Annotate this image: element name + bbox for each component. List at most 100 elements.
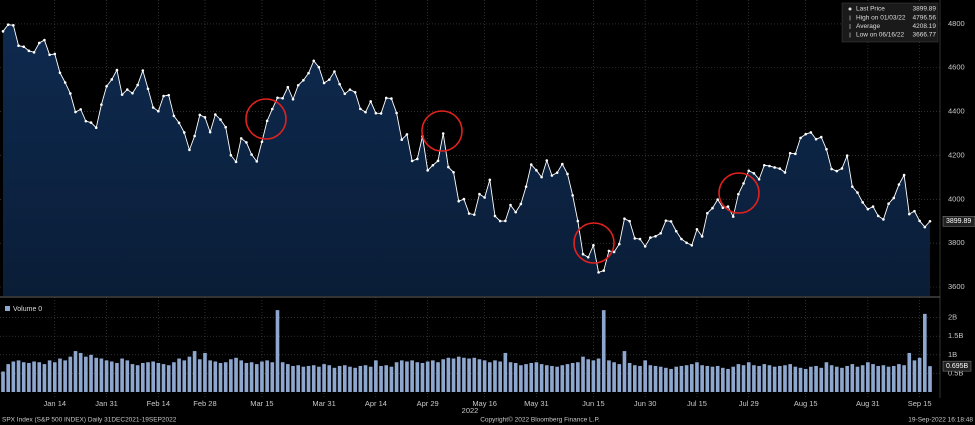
price-point <box>907 212 911 216</box>
x-tick-label: Jul 15 <box>687 399 707 408</box>
volume-bar <box>436 362 440 392</box>
volume-bar <box>197 359 202 392</box>
price-point <box>467 212 471 215</box>
price-point <box>478 192 481 196</box>
price-point <box>571 194 574 197</box>
volume-bar <box>89 354 93 392</box>
volume-bar <box>576 362 580 392</box>
volume-bar <box>607 360 611 392</box>
volume-bar <box>42 364 47 392</box>
price-point <box>369 100 372 103</box>
price-point <box>452 170 455 174</box>
footer-left: SPX Index (S&P 500 INDEX) Daily 31DEC202… <box>2 417 177 424</box>
price-point <box>649 236 652 239</box>
price-point <box>825 147 828 151</box>
price-point <box>592 244 595 247</box>
price-point <box>229 153 233 157</box>
volume-bar <box>472 357 477 392</box>
volume-bar <box>917 357 922 392</box>
price-point <box>851 185 854 188</box>
volume-bar <box>192 351 197 392</box>
y-tick-label: 4600 <box>948 63 965 72</box>
annotation-circle <box>421 110 463 152</box>
price-point <box>835 169 839 173</box>
y-tick-label: 0.5B <box>948 368 963 377</box>
volume-bar <box>317 366 321 392</box>
price-point <box>721 206 725 210</box>
volume-bar <box>208 360 212 392</box>
price-point <box>524 185 528 188</box>
price-point <box>695 228 699 231</box>
volume-bar <box>923 313 927 392</box>
volume-bar <box>860 365 865 392</box>
price-point <box>643 245 647 248</box>
price-point <box>700 235 704 238</box>
price-point <box>788 151 792 155</box>
price-point <box>706 211 709 215</box>
volume-bar <box>52 362 57 392</box>
price-point <box>504 219 507 223</box>
volume-bar <box>78 352 83 392</box>
volume-bar <box>778 365 782 392</box>
price-point <box>581 252 585 256</box>
x-tick-label: Jun 30 <box>634 399 657 408</box>
price-point <box>716 198 719 201</box>
price-point <box>120 93 124 96</box>
volume-bar <box>767 365 772 392</box>
volume-bar <box>591 360 596 392</box>
price-point <box>348 88 352 91</box>
volume-bar <box>306 365 311 392</box>
volume-bar <box>120 358 124 392</box>
price-point <box>214 113 217 116</box>
volume-bar <box>477 359 482 392</box>
volume-bar <box>260 361 264 392</box>
legend-label: Average <box>856 23 880 30</box>
volume-bar <box>912 360 917 392</box>
volume-bar <box>855 366 860 392</box>
footer-center: Copyright© 2022 Bloomberg Finance L.P. <box>480 416 600 424</box>
price-point <box>94 126 98 130</box>
price-point <box>519 202 523 206</box>
volume-bar <box>27 362 31 392</box>
volume-bar <box>363 365 368 392</box>
volume-bar <box>16 360 21 392</box>
price-point <box>203 116 207 119</box>
price-point <box>654 234 657 238</box>
legend-label: Last Price <box>856 6 885 13</box>
legend-label: Volume 0 <box>13 306 42 313</box>
price-point <box>276 96 279 100</box>
price-point <box>37 41 41 45</box>
price-point <box>125 88 129 91</box>
price-point <box>245 141 248 144</box>
volume-bar <box>643 360 647 392</box>
legend-label: High on 01/03/22 <box>856 15 906 22</box>
volume-bar <box>6 364 10 392</box>
volume-bar <box>648 365 653 392</box>
volume-bar <box>405 361 409 392</box>
volume-bar <box>99 358 104 392</box>
volume-bar <box>327 365 332 392</box>
volume-bar <box>399 360 404 392</box>
volume-bar <box>726 368 730 392</box>
volume-bar <box>601 310 606 392</box>
price-point <box>296 83 300 87</box>
volume-bar <box>881 365 886 392</box>
volume-bar <box>539 364 544 392</box>
volume-bar <box>135 365 140 392</box>
price-point <box>607 249 611 253</box>
volume-bar <box>757 365 761 392</box>
volume-bar <box>752 365 756 392</box>
annotation-circle <box>718 172 760 214</box>
volume-bar <box>384 365 389 392</box>
price-point <box>182 131 186 134</box>
volume-bar <box>736 364 741 392</box>
price-point <box>431 163 435 167</box>
volume-bar <box>746 362 751 392</box>
price-point <box>291 97 295 101</box>
price-area <box>3 24 930 297</box>
volume-bar <box>265 360 269 392</box>
volume-bar <box>296 365 301 392</box>
price-point <box>737 192 740 196</box>
y-tick-label: 3800 <box>948 238 965 247</box>
volume-bar <box>560 365 565 392</box>
